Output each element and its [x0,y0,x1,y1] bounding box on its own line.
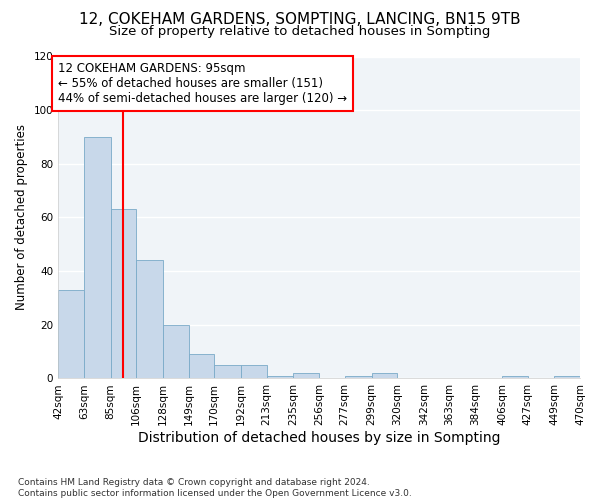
Bar [58,290,84,378]
Bar [502,376,527,378]
Text: Contains HM Land Registry data © Crown copyright and database right 2024.
Contai: Contains HM Land Registry data © Crown c… [18,478,412,498]
Bar [136,260,163,378]
Y-axis label: Number of detached properties: Number of detached properties [15,124,28,310]
X-axis label: Distribution of detached houses by size in Sompting: Distribution of detached houses by size … [138,431,500,445]
Bar [371,373,397,378]
Bar [214,365,241,378]
Bar [188,354,214,378]
Bar [554,376,580,378]
Bar [241,365,266,378]
Text: 12, COKEHAM GARDENS, SOMPTING, LANCING, BN15 9TB: 12, COKEHAM GARDENS, SOMPTING, LANCING, … [79,12,521,28]
Bar [344,376,371,378]
Bar [293,373,319,378]
Text: Size of property relative to detached houses in Sompting: Size of property relative to detached ho… [109,25,491,38]
Bar [163,325,188,378]
Bar [266,376,293,378]
Bar [110,210,136,378]
Text: 12 COKEHAM GARDENS: 95sqm
← 55% of detached houses are smaller (151)
44% of semi: 12 COKEHAM GARDENS: 95sqm ← 55% of detac… [58,62,347,105]
Bar [84,137,110,378]
